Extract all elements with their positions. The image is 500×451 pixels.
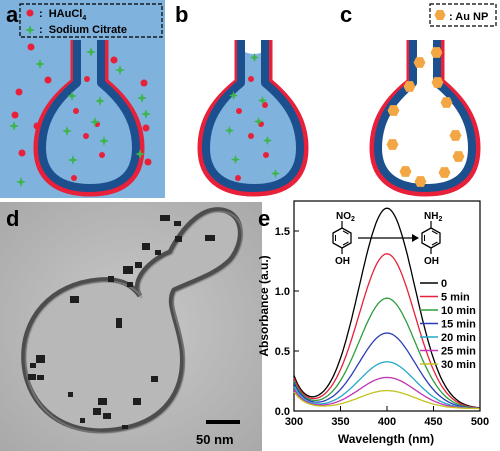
au-np-icon — [434, 10, 446, 20]
reactant-hydroxyl: OH — [335, 256, 350, 267]
product-amine-sub: 2 — [438, 216, 442, 223]
panel-a-letter: a — [6, 2, 19, 27]
legend-citrate: Sodium Citrate — [49, 24, 127, 36]
x-tick-label: 300 — [285, 416, 303, 428]
legend-au-np: : Au NP — [449, 11, 488, 23]
reaction-arrowhead — [412, 234, 419, 242]
svg-text:NO2: NO2 — [336, 211, 355, 223]
y-axis-title: Absorbance (a.u.) — [257, 255, 271, 356]
series-line-0 — [293, 207, 481, 409]
svg-text:: Sodium Citrate: : Sodium Citrate — [39, 24, 127, 36]
chart-ticks: 300 350 400 450 500 0.0 0.5 1.0 1.5 — [275, 226, 489, 428]
x-tick-label: 400 — [378, 416, 396, 428]
series-line-4 — [293, 361, 480, 410]
legend-label: 15 min — [441, 319, 476, 331]
reaction-scheme: NO2 OH NH2 OH — [332, 211, 442, 267]
reactant-nitro-sub: 2 — [351, 216, 355, 223]
legend-label: 25 min — [441, 346, 476, 358]
vessel-c-inner — [374, 40, 476, 192]
vessel-b-inner — [202, 40, 304, 192]
series-line-1 — [293, 253, 481, 409]
tem-nanoparticles — [28, 215, 215, 429]
x-axis-title: Wavelength (nm) — [338, 432, 434, 446]
y-tick-label: 1.5 — [275, 226, 290, 238]
panel-b: b — [175, 2, 309, 197]
chart-series-lines — [293, 207, 481, 410]
product-hydroxyl: OH — [424, 256, 439, 267]
legend-haucl4-sub: 4 — [82, 15, 86, 22]
legend-label: 30 min — [441, 359, 476, 371]
legend-label: 10 min — [441, 305, 476, 317]
y-tick-label: 1.0 — [275, 286, 290, 298]
panel-a-legend: : HAuCl4 : Sodium Citrate — [19, 3, 163, 38]
svg-text:: HAuCl4: : HAuCl4 — [39, 8, 86, 22]
x-tick-label: 450 — [424, 416, 442, 428]
haucl4-dots-b — [235, 76, 269, 181]
legend-label: 5 min — [441, 292, 470, 304]
panel-d: d 50 nm — [0, 202, 262, 451]
series-line-5 — [293, 376, 481, 410]
series-line-6 — [293, 389, 480, 410]
panel-a: a : HAuCl4 : Sodium Citrate — [0, 0, 165, 198]
x-tick-label: 500 — [471, 416, 489, 428]
panel-c-letter: c — [340, 2, 352, 27]
legend-label: 0 — [441, 278, 447, 290]
vessel-a — [33, 40, 145, 197]
tem-vesicle-shell — [21, 207, 243, 434]
legend-colon-1: : — [39, 8, 43, 20]
series-line-2 — [293, 297, 481, 409]
legend-label: 20 min — [441, 332, 476, 344]
series-line-3 — [293, 332, 481, 409]
panel-e-letter: e — [258, 206, 270, 231]
product-amine: NH — [424, 211, 438, 222]
panel-c: c : Au NP — [340, 2, 497, 197]
panel-b-letter: b — [175, 2, 188, 27]
y-tick-label: 0.0 — [275, 406, 290, 418]
legend-c-box — [429, 3, 497, 27]
scale-bar — [206, 420, 240, 424]
reactant-nitro: NO — [336, 211, 351, 222]
haucl4-dots-a — [11, 43, 152, 181]
legend-colon-2: : — [39, 24, 43, 36]
au-nanoparticles-c — [386, 47, 465, 187]
legend-box — [19, 3, 163, 38]
vessel-b-liquid — [208, 50, 300, 188]
legend-haucl4: HAuCl — [49, 8, 83, 20]
scale-bar-label: 50 nm — [196, 432, 234, 447]
svg-text:NH2: NH2 — [424, 211, 442, 223]
y-tick-label: 0.5 — [275, 346, 290, 358]
x-tick-label: 350 — [331, 416, 349, 428]
panel-d-letter: d — [6, 206, 19, 231]
red-dot-icon — [26, 9, 34, 17]
